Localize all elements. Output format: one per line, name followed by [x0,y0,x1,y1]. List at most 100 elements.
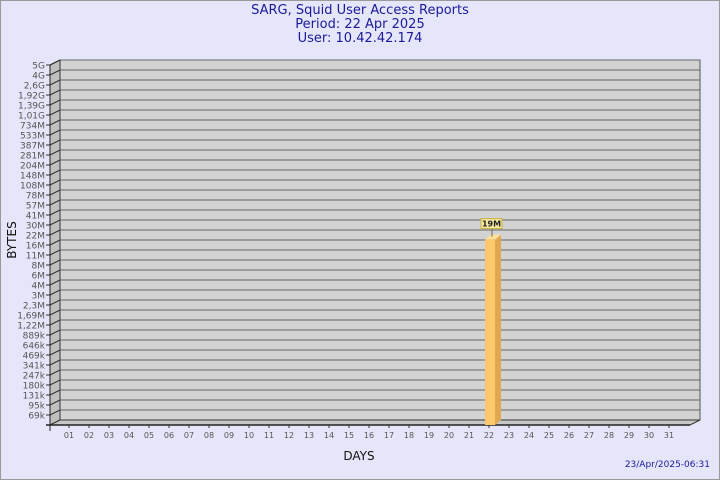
y-tick-label: 180k [23,382,46,392]
y-tick-label: 734M [20,122,45,132]
chart-title: SARG, Squid User Access Reports [251,3,469,18]
x-tick-label: 07 [184,431,194,440]
gridline-side [49,309,61,316]
data-label-box [480,218,503,230]
gridline-side [49,299,61,306]
gridline-side [49,239,61,246]
y-tick-label: 41M [26,212,45,222]
y-tick-label: 2,3M [23,302,45,312]
gridline-side [49,269,61,276]
gridline-side [49,249,61,256]
gridline-side [49,59,61,66]
y-tick-label: 281M [20,152,45,162]
gridline-side [49,219,61,226]
x-tick-label: 05 [144,431,154,440]
y-axis-label: BYTES [5,221,19,258]
gridline-side [49,109,61,116]
gridline-side [49,349,61,356]
x-tick-label: 02 [84,431,94,440]
y-tick-label: 469k [23,352,46,362]
gridline-side [49,99,61,106]
gridline-side [49,159,61,166]
y-tick-label: 247k [23,372,46,382]
gridline-side [49,399,61,406]
x-tick-label: 15 [344,431,354,440]
x-tick-label: 10 [244,431,254,440]
x-tick-label: 30 [644,431,654,440]
chart-user: User: 10.42.42.174 [297,31,423,46]
x-tick-label: 22 [484,431,494,440]
x-tick-label: 26 [564,431,574,440]
gridline-side [49,149,61,156]
y-tick-label: 95k [28,402,45,412]
y-tick-label: 69k [28,412,45,422]
x-tick-label: 08 [204,431,214,440]
gridline-side [49,199,61,206]
x-tick-label: 19 [424,431,434,440]
gridline-side [49,79,61,86]
generated-timestamp: 23/Apr/2025-06:31 [624,460,710,470]
x-tick-label: 09 [224,431,234,440]
y-tick-label: 1,39G [18,102,45,112]
gridline-side [49,259,61,266]
y-tick-label: 1,92G [18,92,45,102]
y-tick-label: 646k [23,342,46,352]
gridline-side [49,289,61,296]
x-axis-label: DAYS [343,449,374,463]
gridline-side [49,379,61,386]
y-tick-label: 30M [26,222,45,232]
gridline-side [49,339,61,346]
y-tick-label: 11M [26,252,45,262]
x-tick-label: 27 [584,431,594,440]
y-tick-label: 8M [32,262,46,272]
y-tick-label: 2,6G [24,82,45,92]
y-tick-label: 3M [32,292,46,302]
x-tick-label: 14 [324,431,334,440]
x-tick-label: 24 [524,431,534,440]
y-tick-label: 131k [23,392,46,402]
gridline-side [49,319,61,326]
y-tick-label: 78M [26,192,45,202]
gridline-side [49,409,61,416]
gridline-side [49,179,61,186]
x-tick-label: 16 [364,431,374,440]
x-tick-label: 28 [604,431,614,440]
y-tick-label: 6M [32,272,46,282]
gridline-side [49,129,61,136]
bar-side [495,234,501,425]
x-tick-label: 04 [124,431,134,440]
x-tick-label: 06 [164,431,174,440]
x-tick-label: 23 [504,431,514,440]
x-tick-label: 25 [544,431,554,440]
x-tick-label: 11 [264,431,274,440]
gridline-side [49,359,61,366]
gridline-side [49,369,61,376]
y-tick-label: 5G [32,62,45,72]
x-tick-label: 12 [284,431,294,440]
x-tick-label: 31 [664,431,674,440]
y-tick-label: 148M [20,172,45,182]
y-tick-label: 108M [20,182,45,192]
gridline-side [49,139,61,146]
data-label: 19M [482,220,501,229]
gridline-side [49,209,61,216]
x-tick-label: 17 [384,431,394,440]
y-tick-label: 4G [32,72,45,82]
x-tick-label: 29 [624,431,634,440]
y-tick-label: 1,01G [18,112,45,122]
y-tick-label: 57M [26,202,45,212]
y-tick-label: 1,22M [17,322,45,332]
y-tick-label: 387M [20,142,45,152]
y-tick-label: 204M [20,162,45,172]
x-tick-label: 01 [64,431,74,440]
gridline-side [49,279,61,286]
y-tick-label: 889k [23,332,46,342]
y-tick-label: 341k [23,362,46,372]
y-tick-label: 4M [32,282,46,292]
y-tick-label: 1,69M [17,312,45,322]
y-tick-label: 22M [26,232,45,242]
gridline-side [49,69,61,76]
x-tick-label: 20 [444,431,454,440]
x-tick-label: 18 [404,431,414,440]
